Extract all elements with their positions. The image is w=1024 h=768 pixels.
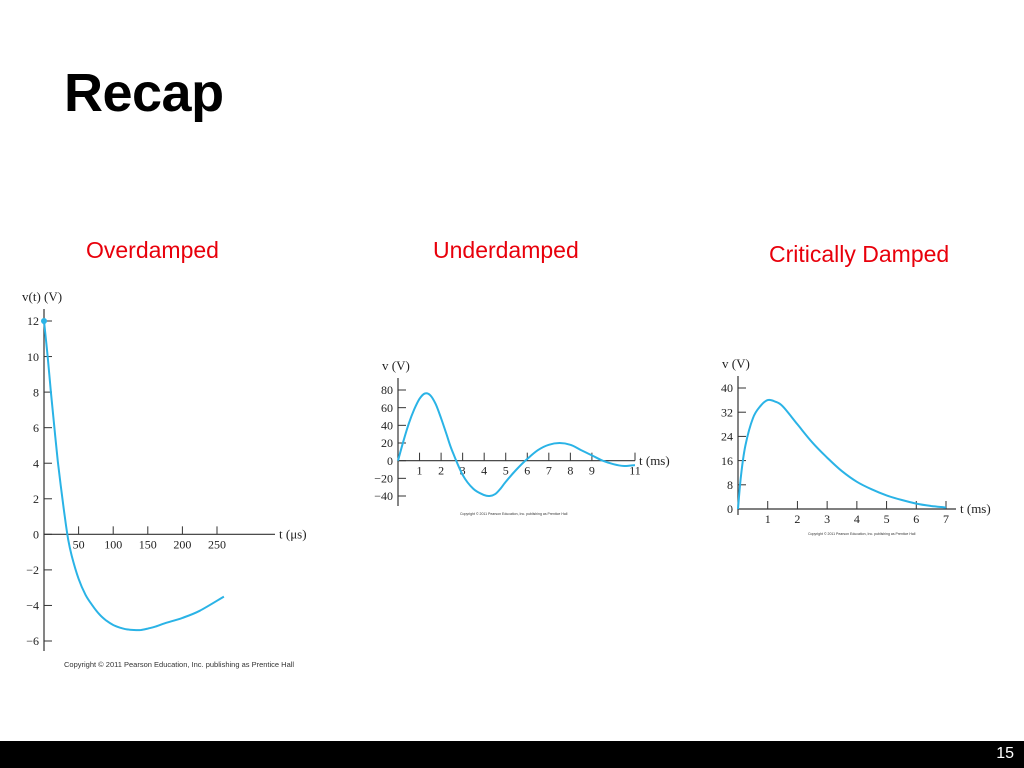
critically-damped-label: Critically Damped bbox=[769, 241, 950, 267]
y-tick-label: 0 bbox=[387, 454, 393, 468]
x-tick-label: 7 bbox=[546, 464, 552, 478]
x-axis-label: t (μs) bbox=[279, 527, 307, 542]
x-tick-label: 200 bbox=[173, 537, 191, 551]
critically-damped-chart: 0 8 16 24 32 40 1 2 3 4 5 6 7 v (V) t (ms) Copyright © … bbox=[721, 356, 991, 536]
copyright-note: Copyright © 2011 Pearson Education, Inc.… bbox=[64, 660, 294, 669]
page-number: 15 bbox=[996, 745, 1014, 762]
x-tick-label: 6 bbox=[524, 464, 530, 478]
y-axis-label: v(t) (V) bbox=[22, 289, 62, 304]
y-tick-label: 2 bbox=[33, 492, 39, 506]
slide-title: Recap bbox=[64, 63, 224, 123]
copyright-note: Copyright © 2011 Pearson Education, Inc.… bbox=[460, 512, 568, 516]
y-tick-label: −20 bbox=[374, 472, 393, 486]
underdamped-chart: −40 −20 0 20 40 60 80 1 2 3 4 5 6 7 8 9 11 v (V) t (ms) Cop… bbox=[374, 358, 669, 516]
copyright-note: Copyright © 2011 Pearson Education, Inc.… bbox=[808, 532, 916, 536]
series-line bbox=[397, 392, 636, 498]
y-tick-label: −2 bbox=[26, 563, 39, 577]
x-tick-label: 150 bbox=[139, 537, 157, 551]
y-tick-label: −4 bbox=[26, 599, 39, 613]
x-tick-label: 8 bbox=[567, 464, 573, 478]
y-axis-label: v (V) bbox=[382, 358, 410, 373]
x-tick-label: 100 bbox=[104, 537, 122, 551]
x-tick-label: 6 bbox=[913, 512, 919, 526]
x-tick-label: 9 bbox=[589, 464, 595, 478]
x-tick-label: 3 bbox=[824, 512, 830, 526]
x-axis-label: t (ms) bbox=[960, 501, 991, 516]
y-tick-label: 80 bbox=[381, 383, 393, 397]
x-tick-label: 7 bbox=[943, 512, 949, 526]
y-tick-label: 10 bbox=[27, 350, 39, 364]
y-tick-label: 40 bbox=[721, 381, 733, 395]
y-tick-label: 16 bbox=[721, 454, 733, 468]
series-line bbox=[43, 320, 225, 632]
underdamped-label: Underdamped bbox=[433, 237, 579, 263]
y-tick-label: 4 bbox=[33, 456, 39, 470]
x-tick-label: 4 bbox=[854, 512, 860, 526]
y-tick-label: 0 bbox=[727, 502, 733, 516]
x-tick-label: 250 bbox=[208, 537, 226, 551]
y-tick-label: 60 bbox=[381, 401, 393, 415]
y-tick-label: −6 bbox=[26, 634, 39, 648]
x-tick-label: 3 bbox=[460, 464, 466, 478]
y-tick-label: 6 bbox=[33, 421, 39, 435]
y-tick-label: 24 bbox=[721, 430, 733, 444]
x-tick-label: 1 bbox=[417, 464, 423, 478]
overdamped-label: Overdamped bbox=[86, 237, 219, 263]
x-tick-label: 11 bbox=[629, 464, 641, 478]
slide-footer: 15 bbox=[0, 741, 1024, 768]
x-tick-label: 5 bbox=[884, 512, 890, 526]
x-tick-label: 1 bbox=[765, 512, 771, 526]
y-axis-label: v (V) bbox=[722, 356, 750, 371]
x-tick-label: 5 bbox=[503, 464, 509, 478]
x-tick-label: 50 bbox=[73, 537, 85, 551]
overdamped-chart: −6 −4 −2 0 2 4 6 8 10 12 50 100 150 200 250 v(t) (V) t (… bbox=[22, 289, 307, 669]
initial-point bbox=[41, 318, 47, 324]
y-tick-label: 8 bbox=[33, 385, 39, 399]
y-tick-label: 20 bbox=[381, 436, 393, 450]
y-tick-label: 40 bbox=[381, 419, 393, 433]
x-tick-label: 4 bbox=[481, 464, 487, 478]
y-tick-label: 8 bbox=[727, 478, 733, 492]
x-tick-label: 2 bbox=[438, 464, 444, 478]
series-line bbox=[737, 398, 947, 510]
x-tick-label: 2 bbox=[794, 512, 800, 526]
y-tick-label: 12 bbox=[27, 314, 39, 328]
y-tick-label: 32 bbox=[721, 405, 733, 419]
x-axis-label: t (ms) bbox=[639, 453, 670, 468]
y-tick-label: −40 bbox=[374, 489, 393, 503]
y-tick-label: 0 bbox=[33, 528, 39, 542]
